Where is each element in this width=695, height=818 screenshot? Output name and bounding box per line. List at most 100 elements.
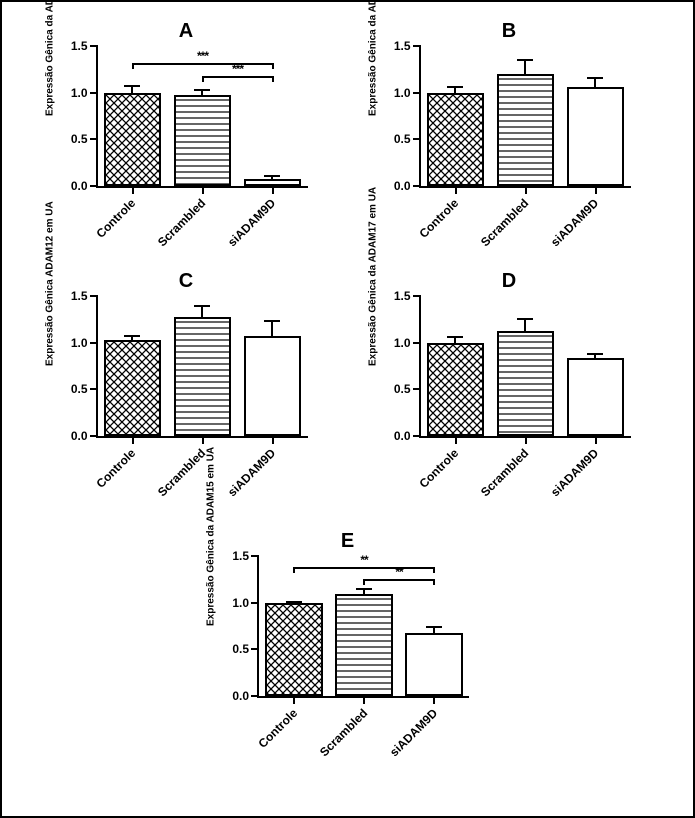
y-tick: [90, 295, 98, 297]
x-tick: [595, 186, 597, 194]
x-tick-label: Controle: [255, 706, 300, 751]
y-tick: [251, 648, 259, 650]
plot-area: Expressão Gênica da ADAM17 em UA0.00.51.…: [419, 296, 631, 438]
y-tick: [413, 185, 421, 187]
y-tick-label: 0.0: [71, 179, 88, 193]
bar-slot: [335, 556, 392, 696]
y-axis-label: Expressão Gênica da ADAM15 em UA: [206, 447, 217, 626]
significance-drop: [433, 579, 435, 585]
y-tick-label: 0.0: [394, 429, 411, 443]
x-tick-label: Scrambled: [155, 196, 208, 249]
panel-row: CExpressão Gênica ADAM12 em UA0.00.51.01…: [2, 270, 693, 500]
y-tick-label: 1.5: [71, 39, 88, 53]
error-bar: [524, 60, 526, 74]
bar-slot: [244, 296, 301, 436]
y-tick: [413, 138, 421, 140]
x-tick: [272, 186, 274, 194]
y-tick: [90, 342, 98, 344]
error-cap: [356, 588, 372, 590]
significance-bracket: [203, 76, 273, 78]
bar-slot: [174, 46, 231, 186]
y-tick-label: 0.5: [71, 132, 88, 146]
y-axis-label: Expressão Gênica da ADAM10 em UA: [367, 0, 378, 116]
x-tick: [132, 186, 134, 194]
y-tick: [90, 92, 98, 94]
x-tick: [525, 186, 527, 194]
error-cap: [447, 86, 463, 88]
x-tick-label: Scrambled: [155, 446, 208, 499]
significance-label: **: [395, 565, 402, 579]
bar-slot: [497, 296, 554, 436]
plot-area: Expressão Gênica da ADAM10 em UA0.00.51.…: [419, 46, 631, 188]
bar-controle: [427, 343, 484, 436]
x-tick: [455, 436, 457, 444]
chart-panel-C: CExpressão Gênica ADAM12 em UA0.00.51.01…: [34, 270, 339, 500]
plot-area: Expressão Gênica da ADAM 9 em UA0.00.51.…: [96, 46, 308, 188]
x-tick: [202, 186, 204, 194]
y-tick-label: 1.0: [394, 86, 411, 100]
x-tick: [525, 436, 527, 444]
chart-panel-B: BExpressão Gênica da ADAM10 em UA0.00.51…: [357, 20, 662, 250]
error-cap: [194, 305, 210, 307]
significance-drop: [293, 567, 295, 573]
y-tick: [413, 435, 421, 437]
y-tick-label: 1.5: [394, 39, 411, 53]
x-tick-label: Scrambled: [317, 706, 370, 759]
x-tick: [272, 436, 274, 444]
figure-frame: AExpressão Gênica da ADAM 9 em UA0.00.51…: [0, 0, 695, 818]
error-cap: [426, 626, 442, 628]
y-tick-label: 0.0: [232, 689, 249, 703]
bar-slot: [497, 46, 554, 186]
x-tick: [202, 436, 204, 444]
error-cap: [587, 77, 603, 79]
x-tick-label: Scrambled: [478, 196, 531, 249]
significance-drop: [132, 63, 134, 69]
bar-controle: [265, 603, 322, 696]
y-tick: [251, 602, 259, 604]
y-tick-label: 1.0: [394, 336, 411, 350]
bar-controle: [104, 93, 161, 186]
bar-scrambled: [497, 74, 554, 186]
error-bar: [594, 78, 596, 87]
error-cap: [194, 89, 210, 91]
x-tick-label: Controle: [94, 446, 139, 491]
y-tick-label: 1.0: [232, 596, 249, 610]
x-tick: [433, 696, 435, 704]
y-tick: [251, 695, 259, 697]
error-bar: [271, 321, 273, 336]
bar-siadam9d: [405, 633, 462, 696]
error-bar: [524, 319, 526, 330]
bar-controle: [427, 93, 484, 186]
x-tick: [595, 436, 597, 444]
bar-siadam9d: [244, 336, 301, 436]
y-tick: [413, 342, 421, 344]
chart-panel-E: EExpressão Gênica da ADAM15 em UA0.00.51…: [195, 530, 500, 760]
y-tick-label: 0.0: [394, 179, 411, 193]
bar-slot: [427, 296, 484, 436]
x-tick-label: siADAM9D: [548, 196, 601, 249]
significance-drop: [363, 579, 365, 585]
bar-slot: [427, 46, 484, 186]
x-tick: [455, 186, 457, 194]
x-tick-label: siADAM9D: [225, 196, 278, 249]
x-tick-label: Controle: [417, 446, 462, 491]
error-cap: [264, 175, 280, 177]
bar-scrambled: [174, 95, 231, 186]
y-tick-label: 0.5: [394, 382, 411, 396]
panel-row: EExpressão Gênica da ADAM15 em UA0.00.51…: [2, 530, 693, 760]
y-tick-label: 0.0: [71, 429, 88, 443]
bar-slot: [265, 556, 322, 696]
x-tick-label: Scrambled: [478, 446, 531, 499]
y-tick: [413, 388, 421, 390]
bar-slot: [567, 296, 624, 436]
y-axis-label: Expressão Gênica da ADAM 9 em UA: [44, 0, 55, 116]
bar-slot: [567, 46, 624, 186]
error-cap: [124, 85, 140, 87]
error-cap: [286, 601, 302, 603]
y-tick-label: 1.5: [71, 289, 88, 303]
y-tick-label: 1.0: [71, 86, 88, 100]
x-tick-label: Controle: [94, 196, 139, 241]
significance-drop: [202, 76, 204, 82]
plot-area: Expressão Gênica ADAM12 em UA0.00.51.01.…: [96, 296, 308, 438]
bar-controle: [104, 340, 161, 436]
